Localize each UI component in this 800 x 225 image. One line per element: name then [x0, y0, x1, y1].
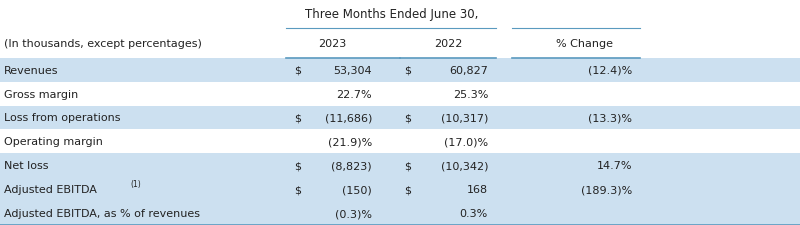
Text: (13.3)%: (13.3)%	[588, 113, 632, 123]
Text: 0.3%: 0.3%	[460, 208, 488, 218]
Text: (10,317): (10,317)	[441, 113, 488, 123]
Bar	[0, 0, 800, 29]
Text: Net loss: Net loss	[4, 161, 49, 171]
Text: (1): (1)	[130, 180, 141, 189]
Text: (189.3)%: (189.3)%	[581, 184, 632, 194]
Text: (150): (150)	[342, 184, 372, 194]
Text: $: $	[294, 113, 302, 123]
Text: Adjusted EBITDA: Adjusted EBITDA	[4, 184, 97, 194]
Text: Adjusted EBITDA, as % of revenues: Adjusted EBITDA, as % of revenues	[4, 208, 200, 218]
Text: Three Months Ended June 30,: Three Months Ended June 30,	[305, 8, 478, 21]
Text: Operating margin: Operating margin	[4, 137, 103, 147]
Text: 53,304: 53,304	[334, 65, 372, 75]
Bar	[0, 29, 800, 58]
Text: 168: 168	[467, 184, 488, 194]
Text: % Change: % Change	[555, 39, 613, 49]
Bar	[0, 130, 800, 154]
Text: $: $	[294, 184, 302, 194]
Text: Loss from operations: Loss from operations	[4, 113, 121, 123]
Bar	[0, 82, 800, 106]
Bar	[0, 201, 800, 225]
Text: (17.0)%: (17.0)%	[444, 137, 488, 147]
Text: Revenues: Revenues	[4, 65, 58, 75]
Text: 14.7%: 14.7%	[597, 161, 632, 171]
Text: $: $	[404, 65, 411, 75]
Bar	[0, 106, 800, 130]
Text: 22.7%: 22.7%	[336, 89, 372, 99]
Text: 25.3%: 25.3%	[453, 89, 488, 99]
Text: (11,686): (11,686)	[325, 113, 372, 123]
Text: (12.4)%: (12.4)%	[588, 65, 632, 75]
Text: (0.3)%: (0.3)%	[335, 208, 372, 218]
Text: $: $	[294, 65, 302, 75]
Text: 2023: 2023	[318, 39, 346, 49]
Text: (21.9)%: (21.9)%	[328, 137, 372, 147]
Text: 2022: 2022	[434, 39, 462, 49]
Text: (10,342): (10,342)	[441, 161, 488, 171]
Text: Gross margin: Gross margin	[4, 89, 78, 99]
Text: $: $	[294, 161, 302, 171]
Text: $: $	[404, 113, 411, 123]
Bar	[0, 178, 800, 201]
Text: (In thousands, except percentages): (In thousands, except percentages)	[4, 39, 202, 49]
Text: $: $	[404, 184, 411, 194]
Bar	[0, 154, 800, 178]
Bar	[0, 58, 800, 82]
Text: $: $	[404, 161, 411, 171]
Text: 60,827: 60,827	[449, 65, 488, 75]
Text: (8,823): (8,823)	[331, 161, 372, 171]
